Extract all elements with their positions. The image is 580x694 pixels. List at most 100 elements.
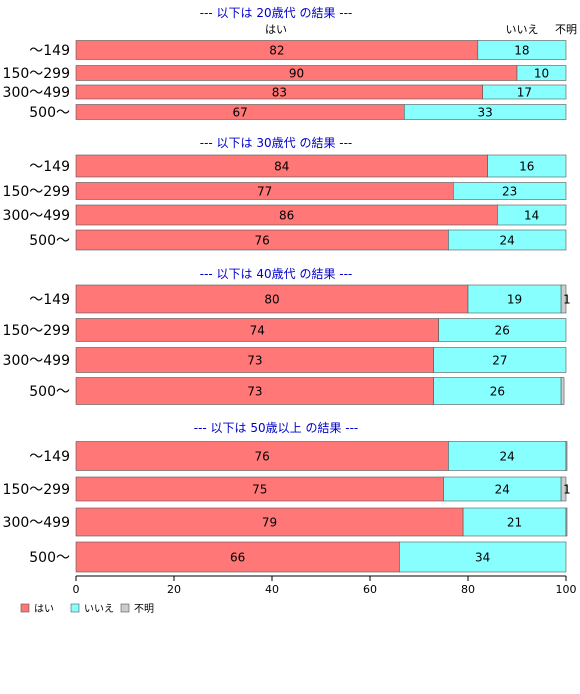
bar-segment-no bbox=[448, 229, 567, 251]
bar-segment-no bbox=[433, 377, 562, 405]
column-header-yes: はい bbox=[265, 23, 287, 36]
panel: --- 以下は 30歳代 の結果 --- ～149 84 16 150～299 77 23 3… bbox=[3, 136, 567, 251]
data-label: 80 bbox=[264, 293, 279, 307]
bar-segment-yes bbox=[75, 507, 464, 537]
category-label: 300～499 bbox=[3, 208, 70, 224]
bar-row: 500～ 76 24 bbox=[29, 229, 567, 251]
category-label: 150～299 bbox=[3, 184, 70, 200]
data-label: 26 bbox=[490, 385, 505, 399]
data-label: 83 bbox=[272, 86, 287, 100]
x-tick-label: 80 bbox=[461, 583, 475, 596]
data-label: 21 bbox=[507, 516, 522, 530]
bar-row: 300～499 83 17 bbox=[3, 84, 567, 101]
data-label: 26 bbox=[495, 324, 510, 338]
column-header-no: いいえ bbox=[506, 23, 539, 36]
category-label: 300～499 bbox=[3, 85, 70, 101]
panel: --- 以下は 50歳以上 の結果 --- ～149 76 24 150～299 75 24… bbox=[3, 421, 571, 573]
data-label: 1 bbox=[563, 483, 571, 497]
bar-segment-no bbox=[497, 204, 567, 226]
category-label: ～149 bbox=[29, 43, 70, 59]
legend-label: はい bbox=[34, 603, 54, 615]
data-label: 24 bbox=[500, 450, 515, 464]
data-label: 75 bbox=[252, 483, 267, 497]
bar-segment-no bbox=[452, 182, 567, 200]
bar-row: 500～ 67 33 bbox=[29, 104, 567, 121]
data-label: 34 bbox=[475, 551, 490, 565]
x-tick-label: 60 bbox=[363, 583, 377, 596]
bar-segment-no bbox=[477, 40, 567, 60]
legend-label: 不明 bbox=[134, 603, 154, 615]
legend-swatch bbox=[70, 603, 80, 613]
panel: --- 以下は 20歳代 の結果 --- はい いいえ 不明 ～149 82 18 150～2… bbox=[3, 6, 577, 121]
bar-segment-no bbox=[482, 84, 567, 100]
x-tick-label: 40 bbox=[265, 583, 279, 596]
category-label: 300～499 bbox=[3, 515, 70, 531]
bar-segment-no bbox=[399, 541, 567, 573]
bar-segment-yes bbox=[75, 441, 449, 471]
x-tick-label: 20 bbox=[167, 583, 181, 596]
category-label: 150～299 bbox=[3, 66, 70, 82]
bar-segment-no bbox=[516, 65, 567, 81]
data-label: 84 bbox=[274, 160, 289, 174]
bar-segment-no bbox=[462, 507, 567, 537]
category-label: 300～499 bbox=[3, 353, 70, 369]
legend-swatch bbox=[20, 603, 30, 613]
data-label: 1 bbox=[563, 293, 571, 307]
data-label: 14 bbox=[524, 209, 539, 223]
bar-row: 500～ 66 34 bbox=[29, 541, 567, 573]
category-label: 500～ bbox=[29, 550, 70, 566]
chart-panels: --- 以下は 20歳代 の結果 --- はい いいえ 不明 ～149 82 18 150～2… bbox=[3, 6, 577, 573]
data-label: 10 bbox=[534, 67, 549, 81]
bar-segment-no bbox=[487, 154, 567, 178]
category-label: ～149 bbox=[29, 292, 70, 308]
data-label: 90 bbox=[289, 67, 304, 81]
category-label: 500～ bbox=[29, 105, 70, 121]
x-axis: 0 20 40 60 80 100 bbox=[73, 575, 577, 596]
bar-segment-no bbox=[467, 284, 562, 314]
data-label: 76 bbox=[255, 450, 270, 464]
data-label: 66 bbox=[230, 551, 245, 565]
category-label: ～149 bbox=[29, 159, 70, 175]
bar-segment-unknown bbox=[560, 284, 567, 314]
category-label: 500～ bbox=[29, 233, 70, 249]
data-label: 24 bbox=[495, 483, 510, 497]
bar-segment-no bbox=[443, 476, 562, 502]
panel-title: --- 以下は 40歳代 の結果 --- bbox=[200, 267, 353, 281]
x-tick-label: 0 bbox=[73, 583, 80, 596]
category-label: 150～299 bbox=[3, 482, 70, 498]
data-label: 67 bbox=[233, 106, 248, 120]
bar-row: ～149 84 16 bbox=[29, 154, 567, 178]
panel-title: --- 以下は 30歳代 の結果 --- bbox=[200, 136, 353, 150]
data-label: 82 bbox=[269, 44, 284, 58]
data-label: 77 bbox=[257, 185, 272, 199]
bar-segment-no bbox=[403, 104, 567, 120]
data-label: 76 bbox=[255, 234, 270, 248]
data-label: 79 bbox=[262, 516, 277, 530]
data-label: 24 bbox=[500, 234, 515, 248]
bar-row: ～149 80 19 1 bbox=[29, 284, 571, 314]
bar-row: ～149 76 24 bbox=[29, 441, 568, 471]
bar-row: 150～299 75 24 1 bbox=[3, 476, 571, 502]
bar-row: ～149 82 18 bbox=[29, 40, 567, 60]
bar-row: 150～299 90 10 bbox=[3, 65, 567, 82]
category-label: 150～299 bbox=[3, 323, 70, 339]
panel-title: --- 以下は 20歳代 の結果 --- bbox=[200, 6, 353, 20]
data-label: 74 bbox=[250, 324, 265, 338]
data-label: 86 bbox=[279, 209, 294, 223]
bar-segment-yes bbox=[75, 476, 444, 502]
bar-segment-yes bbox=[75, 284, 469, 314]
bar-segment-unknown bbox=[560, 377, 565, 405]
category-label: 500～ bbox=[29, 384, 70, 400]
panel: --- 以下は 40歳代 の結果 --- ～149 80 19 1 150～299 74 26… bbox=[3, 267, 571, 405]
data-label: 16 bbox=[519, 160, 534, 174]
column-header-unknown: 不明 bbox=[555, 23, 577, 36]
legend-label: いいえ bbox=[84, 603, 114, 615]
bar-segment-no bbox=[448, 441, 567, 471]
panel-title: --- 以下は 50歳以上 の結果 --- bbox=[194, 421, 359, 435]
bar-segment-unknown bbox=[560, 476, 567, 502]
data-label: 17 bbox=[517, 86, 532, 100]
data-label: 73 bbox=[247, 354, 262, 368]
bar-row: 150～299 74 26 bbox=[3, 318, 567, 342]
legend: はい いいえ 不明 bbox=[20, 603, 154, 615]
